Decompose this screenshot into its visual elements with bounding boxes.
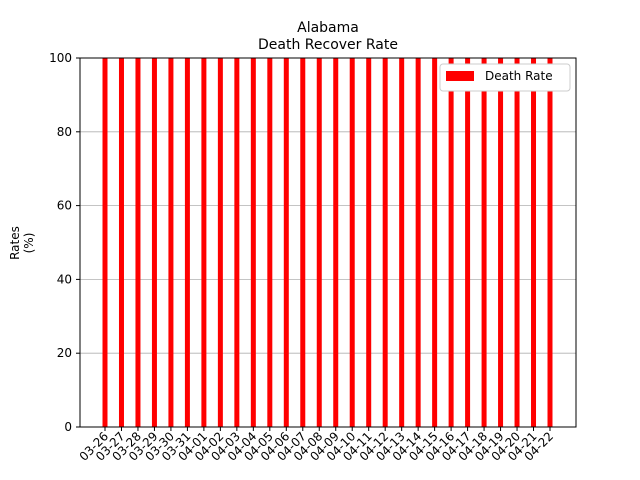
plot-frame — [79, 57, 577, 428]
bar — [382, 58, 388, 427]
bar — [168, 58, 174, 427]
bar — [201, 58, 207, 427]
chart-title: Alabama — [297, 20, 359, 36]
bars — [102, 58, 553, 427]
legend-swatch — [446, 71, 474, 81]
bar — [267, 58, 273, 427]
y-tick-label: 80 — [57, 125, 72, 139]
bar — [465, 58, 471, 427]
bar — [349, 58, 355, 427]
bar — [514, 58, 520, 427]
y-axis-label-line1: Rates — [8, 226, 22, 260]
bar — [135, 58, 141, 427]
bar — [531, 58, 537, 427]
bar — [184, 58, 190, 427]
legend-label: Death Rate — [485, 69, 553, 83]
y-axis-label: Rates (%) — [8, 226, 36, 260]
legend: Death Rate — [439, 63, 571, 92]
bar — [333, 58, 339, 427]
bar — [366, 58, 372, 427]
bar — [481, 58, 487, 427]
y-axis-ticks: 0 20 40 60 80 100 — [49, 51, 80, 434]
y-tick-label: 60 — [57, 199, 72, 213]
y-tick-label: 20 — [57, 346, 72, 360]
bar — [300, 58, 306, 427]
bar — [399, 58, 405, 427]
bar — [432, 58, 438, 427]
legend-box — [439, 63, 571, 92]
bar — [448, 58, 454, 427]
bar — [234, 58, 240, 427]
bar — [498, 58, 504, 427]
y-tick-label: 100 — [49, 51, 72, 65]
bar — [316, 58, 322, 427]
bar — [283, 58, 289, 427]
bar — [415, 58, 421, 427]
chart-subtitle: Death Recover Rate — [258, 37, 398, 53]
bar — [102, 58, 108, 427]
bar — [547, 58, 553, 427]
y-axis-label-line2: (%) — [22, 233, 36, 254]
bar — [151, 58, 157, 427]
x-axis-ticks: 03-2603-2703-2803-2903-3003-3104-0104-02… — [77, 427, 556, 464]
bar — [217, 58, 223, 427]
y-tick-label: 40 — [57, 272, 72, 286]
y-tick-label: 0 — [64, 420, 72, 434]
bar — [118, 58, 124, 427]
bar — [250, 58, 256, 427]
